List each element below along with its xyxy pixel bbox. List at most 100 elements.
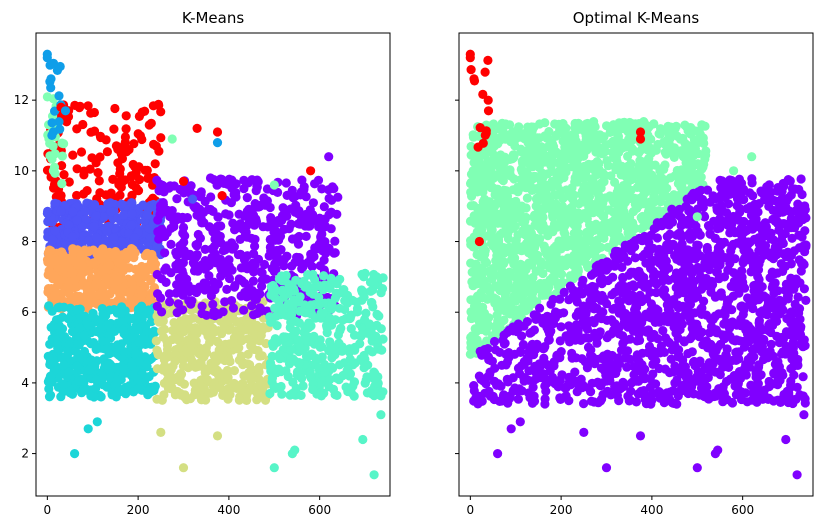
cluster-3-point <box>91 344 101 354</box>
cluster-5-point <box>231 188 241 198</box>
cluster-0-point <box>700 154 710 164</box>
cluster-6-point <box>270 303 280 313</box>
cluster-0-point <box>535 209 545 219</box>
outlier-point <box>151 141 161 151</box>
cluster-5-point <box>165 297 175 307</box>
cluster-0-point <box>551 131 561 141</box>
cluster-0-point <box>532 157 542 167</box>
cluster-3-point <box>77 388 87 398</box>
cluster-2-point <box>47 257 57 267</box>
cluster-6-point <box>367 298 377 308</box>
cluster-0-point <box>551 249 561 260</box>
cluster-0-point <box>135 131 145 141</box>
cluster-5-point <box>164 289 174 299</box>
cluster-6-point <box>361 375 371 385</box>
cluster-3-point <box>89 312 99 322</box>
cluster-0-point <box>523 122 533 132</box>
cluster-6-point <box>317 342 327 352</box>
cluster-5-point <box>234 274 244 284</box>
cluster-2-point <box>133 273 143 283</box>
cluster-3-point <box>72 361 82 371</box>
cluster-0-point <box>545 193 555 203</box>
cluster-2-point <box>113 275 123 285</box>
cluster-5-point <box>189 266 200 276</box>
cluster-0-point <box>509 174 519 184</box>
cluster-0-point <box>478 183 488 193</box>
cluster-3-point <box>120 364 130 374</box>
cluster-6-point <box>300 307 310 317</box>
cluster-0-point <box>680 120 690 130</box>
cluster-0-point <box>574 199 584 209</box>
cluster-1-point <box>579 399 589 409</box>
cluster-4-point <box>157 395 167 405</box>
cluster-5-point <box>307 262 317 272</box>
y-tick-label: 2 <box>21 447 29 461</box>
cluster-4-point <box>171 334 182 344</box>
cluster-3-point <box>55 302 65 312</box>
cluster-3-point <box>141 359 152 370</box>
cluster-6-point <box>370 374 380 384</box>
cluster-0-point <box>156 133 166 143</box>
cluster-6-point <box>305 367 315 377</box>
cluster-3-point <box>45 356 56 366</box>
cluster-1-point <box>801 295 811 305</box>
cluster-6-point <box>286 345 296 355</box>
cluster-1-point <box>77 221 87 232</box>
cluster-1-point <box>117 199 127 209</box>
cluster-2-point <box>55 275 65 285</box>
cluster-5-point <box>196 187 206 197</box>
cluster-5-point <box>314 222 324 232</box>
cluster-0-point <box>521 265 531 275</box>
cluster-0-point <box>108 174 118 184</box>
cluster-5-point <box>308 198 318 208</box>
cluster-5-point <box>282 251 292 261</box>
cluster-6-point <box>372 272 382 282</box>
cluster-0-point <box>659 164 669 174</box>
cluster-0-point <box>504 296 514 306</box>
cluster-0-point <box>121 124 131 134</box>
cluster-2-point <box>118 262 129 272</box>
cluster-1-point <box>89 221 99 232</box>
cluster-6-point <box>307 349 317 359</box>
cluster-2-point <box>74 291 84 301</box>
cluster-6-point <box>365 277 376 287</box>
cluster-0-point <box>583 260 593 270</box>
cluster-6-point <box>286 310 297 320</box>
cluster-4-point <box>215 383 225 393</box>
cluster-0-point <box>87 153 97 163</box>
cluster-0-point <box>558 193 568 203</box>
cluster-1-point <box>142 210 152 220</box>
cluster-2-point <box>86 288 96 298</box>
cluster-0-point <box>635 196 645 206</box>
cluster-3-point <box>45 390 56 400</box>
cluster-0-point <box>68 150 78 160</box>
cluster-7-point <box>50 168 60 178</box>
cluster-5-point <box>247 301 257 311</box>
cluster-1-point <box>796 174 806 184</box>
cluster-6-point <box>332 390 342 400</box>
cluster-5-point <box>197 301 207 311</box>
cluster-0-point <box>575 151 586 162</box>
cluster-0-point <box>121 111 131 121</box>
cluster-4-point <box>196 395 207 405</box>
cluster-4-point <box>210 327 220 337</box>
cluster-1-point <box>91 211 101 221</box>
cluster-6-point <box>366 286 376 296</box>
cluster-1-point <box>109 233 119 243</box>
cluster-6-point <box>359 363 369 373</box>
kmeans-title: K-Means <box>182 9 245 27</box>
cluster-0-point <box>685 129 695 139</box>
cluster-5-point <box>189 259 199 269</box>
cluster-3-point <box>74 376 84 386</box>
cluster-0-point <box>656 127 666 137</box>
cluster-0-point <box>512 207 522 218</box>
cluster-0-point <box>504 308 514 318</box>
cluster-3-point <box>144 372 154 382</box>
cluster-6-point <box>284 280 294 290</box>
cluster-4-point <box>153 350 163 360</box>
cluster-4-point <box>234 381 244 391</box>
cluster-0-point <box>536 225 547 235</box>
cluster-3-point <box>74 323 85 333</box>
kmeans-points <box>42 49 388 480</box>
